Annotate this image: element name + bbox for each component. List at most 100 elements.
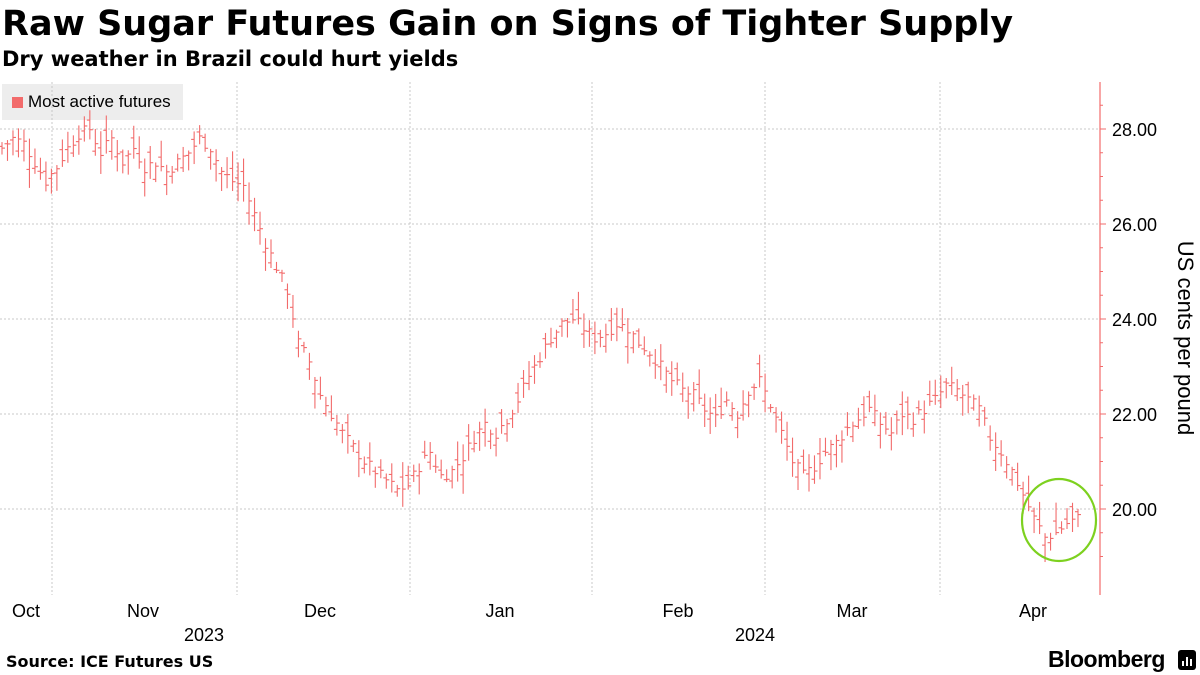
- ohlc-bar: [0, 142, 5, 155]
- ohlc-bar: [597, 329, 604, 348]
- ohlc-bar: [443, 469, 450, 483]
- ohlc-bar: [1075, 508, 1081, 528]
- ohlc-bar: [701, 393, 708, 428]
- ohlc-bar: [712, 393, 719, 428]
- ohlc-bar: [531, 355, 538, 384]
- ohlc-bar: [685, 386, 692, 419]
- ohlc-bar: [915, 400, 922, 415]
- ohlc-bar: [795, 458, 802, 491]
- ohlc-bar: [158, 140, 165, 172]
- ohlc-bar: [718, 387, 725, 419]
- ohlc-bar: [471, 430, 478, 453]
- ohlc-bar: [806, 454, 812, 492]
- ohlc-bar: [169, 165, 176, 184]
- ohlc-bar: [64, 131, 71, 163]
- ohlc-bar: [575, 291, 582, 325]
- ohlc-bar: [399, 462, 406, 507]
- ohlc-bar: [4, 140, 11, 161]
- ohlc-bar: [53, 165, 60, 191]
- ohlc-bar: [542, 332, 549, 359]
- ohlc-bar: [849, 421, 856, 443]
- ohlc-bar: [569, 299, 576, 324]
- ohlc-bar: [877, 412, 884, 449]
- ohlc-bar: [959, 384, 966, 416]
- ohlc-bar: [103, 115, 110, 154]
- ohlc-bar: [350, 439, 357, 453]
- ohlc-bar: [816, 437, 823, 480]
- ohlc-bar: [75, 125, 82, 155]
- ohlc-bar: [130, 125, 137, 159]
- ohlc-bar: [416, 463, 423, 495]
- ohlc-bar: [932, 379, 939, 405]
- ohlc-bar: [1058, 521, 1065, 534]
- ohlc-bar: [855, 407, 862, 429]
- gridlines: [0, 82, 1100, 595]
- ohlc-bar: [635, 328, 642, 348]
- x-month-label: Apr: [1019, 601, 1047, 621]
- ohlc-bar: [306, 352, 313, 380]
- ohlc-bar: [268, 239, 274, 269]
- ohlc-bar: [553, 329, 560, 349]
- ohlc-bar: [344, 414, 351, 454]
- ohlc-bar: [493, 427, 500, 457]
- y-tick-label: 28.00: [1112, 120, 1157, 140]
- ohlc-bar: [1069, 502, 1076, 532]
- ohlc-bar: [262, 238, 269, 271]
- y-tick-label: 24.00: [1112, 310, 1157, 330]
- ohlc-bar: [273, 261, 280, 274]
- ohlc-bar: [251, 197, 258, 232]
- ohlc-bar: [1009, 466, 1016, 486]
- ohlc-bar: [762, 373, 769, 413]
- ohlc-bar: [92, 128, 99, 156]
- ohlc-bar: [1047, 532, 1054, 551]
- ohlc-bar: [333, 414, 340, 436]
- ohlc-bar: [240, 158, 247, 202]
- ohlc-bar: [838, 430, 845, 463]
- ohlc-bar: [882, 411, 889, 435]
- ohlc-bar: [136, 136, 143, 169]
- ohlc-bar: [339, 424, 346, 444]
- ohlc-bar: [981, 406, 988, 426]
- y-axis: 20.00 22.00 24.00 26.00 28.00: [1099, 82, 1157, 595]
- bloomberg-logo: Bloomberg: [1048, 646, 1165, 672]
- ohlc-bar: [70, 135, 77, 157]
- ohlc-bar: [767, 404, 774, 413]
- ohlc-bar: [520, 370, 527, 398]
- ohlc-bar: [509, 409, 516, 428]
- ohlc-bar: [114, 139, 121, 172]
- ohlc-bar: [778, 411, 785, 444]
- ohlc-bar: [515, 382, 522, 413]
- ohlc-bar: [893, 410, 900, 435]
- ohlc-bar: [663, 366, 670, 393]
- ohlc-bar: [707, 397, 714, 434]
- ohlc-bar: [410, 464, 417, 482]
- highlight-circle: [1020, 477, 1098, 563]
- ohlc-bar: [26, 138, 33, 188]
- ohlc-bar: [355, 440, 362, 478]
- ohlc-bar: [289, 294, 296, 328]
- ohlc-bar: [125, 150, 132, 175]
- x-month-label: Jan: [485, 601, 514, 621]
- ohlc-bar: [652, 349, 659, 379]
- ohlc-bar: [624, 318, 631, 364]
- y-axis-title: US cents per pound: [1173, 241, 1198, 435]
- x-axis-labels: Oct Nov Dec Jan Feb Mar Apr 2023 2024: [12, 601, 1047, 645]
- ohlc-bar: [921, 400, 928, 434]
- ohlc-bar: [745, 391, 752, 418]
- ohlc-bar: [460, 444, 467, 494]
- ohlc-bar: [31, 148, 38, 174]
- ohlc-bar: [1014, 462, 1021, 491]
- ohlc-bar: [591, 321, 598, 355]
- ohlc-bar: [943, 378, 950, 399]
- ohlc-bar: [383, 473, 390, 489]
- ohlc-bar: [696, 369, 703, 405]
- y-tick-label: 22.00: [1112, 405, 1157, 425]
- ohlc-bar: [185, 150, 192, 171]
- ohlc-bar: [366, 442, 373, 476]
- ohlc-bar: [602, 323, 609, 353]
- ohlc-bar: [257, 211, 264, 245]
- ohlc-bar: [202, 133, 209, 152]
- ohlc-bar: [586, 320, 593, 347]
- ohlc-bar: [937, 375, 944, 409]
- ohlc-bar: [558, 318, 565, 337]
